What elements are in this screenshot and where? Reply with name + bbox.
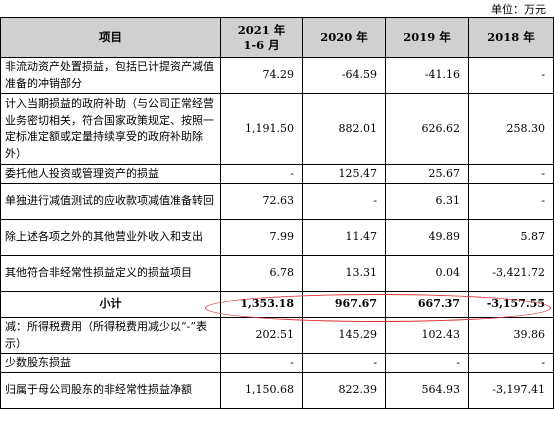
cell-value: 11.47 <box>302 219 386 256</box>
table-row: 除上述各项之外的其他营业外收入和支出 7.99 11.47 49.89 5.87 <box>0 219 554 256</box>
row-label: 归属于母公司股东的非经常性损益净额 <box>0 372 221 409</box>
cell-value: -3,197.41 <box>468 372 554 409</box>
subtotal-row: 小计 1,353.18 967.67 667.37 -3,157.55 <box>0 291 554 318</box>
cell-value: - <box>468 164 554 184</box>
cell-value: 74.29 <box>220 57 303 94</box>
cell-value: 6.31 <box>385 183 469 220</box>
header-2021h1: 2021 年 1-6 月 <box>220 17 303 58</box>
row-label: 计入当期损益的政府补助（与公司正常经营业务密切相关，符合国家政策规定、按照一定标… <box>0 93 221 165</box>
non-recurring-gains-table: 项目 2021 年 1-6 月 2020 年 2019 年 2018 年 非流动… <box>0 17 554 409</box>
table-row: 少数股东损益 - - - - <box>0 353 554 373</box>
cell-value: - <box>220 164 303 184</box>
table-row: 计入当期损益的政府补助（与公司正常经营业务密切相关，符合国家政策规定、按照一定标… <box>0 93 554 165</box>
table-row: 归属于母公司股东的非经常性损益净额 1,150.68 822.39 564.93… <box>0 372 554 409</box>
row-label: 减：所得税费用（所得税费用减少以“-”表示） <box>0 317 221 354</box>
cell-value: -3,421.72 <box>468 255 554 292</box>
cell-value: 564.93 <box>385 372 469 409</box>
header-2020: 2020 年 <box>302 17 386 58</box>
row-label: 非流动资产处置损益，包括已计提资产减值准备的冲销部分 <box>0 57 221 94</box>
cell-value: 202.51 <box>220 317 303 354</box>
subtotal-label: 小计 <box>0 291 221 318</box>
subtotal-value: 667.37 <box>385 291 469 318</box>
cell-value: 13.31 <box>302 255 386 292</box>
table-row: 非流动资产处置损益，包括已计提资产减值准备的冲销部分 74.29 -64.59 … <box>0 57 554 94</box>
table-row: 单独进行减值测试的应收款项减值准备转回 72.63 - 6.31 - <box>0 183 554 220</box>
table-header-row: 项目 2021 年 1-6 月 2020 年 2019 年 2018 年 <box>0 17 554 58</box>
subtotal-value: 967.67 <box>302 291 386 318</box>
table-row: 减：所得税费用（所得税费用减少以“-”表示） 202.51 145.29 102… <box>0 317 554 354</box>
cell-value: 5.87 <box>468 219 554 256</box>
header-2018: 2018 年 <box>468 17 554 58</box>
cell-value: - <box>302 353 386 373</box>
cell-value: 258.30 <box>468 93 554 165</box>
cell-value: 125.47 <box>302 164 386 184</box>
row-label: 其他符合非经常性损益定义的损益项目 <box>0 255 221 292</box>
cell-value: - <box>468 57 554 94</box>
subtotal-value: -3,157.55 <box>468 291 554 318</box>
header-2019: 2019 年 <box>385 17 469 58</box>
cell-value: 6.78 <box>220 255 303 292</box>
row-label: 除上述各项之外的其他营业外收入和支出 <box>0 219 221 256</box>
header-item: 项目 <box>0 17 221 58</box>
header-2021h1-text: 2021 年 1-6 月 <box>237 22 286 52</box>
cell-value: - <box>220 353 303 373</box>
cell-value: - <box>302 183 386 220</box>
cell-value: 102.43 <box>385 317 469 354</box>
cell-value: -41.16 <box>385 57 469 94</box>
cell-value: 1,191.50 <box>220 93 303 165</box>
cell-value: 72.63 <box>220 183 303 220</box>
cell-value: 25.67 <box>385 164 469 184</box>
cell-value: 39.86 <box>468 317 554 354</box>
cell-value: 1,150.68 <box>220 372 303 409</box>
cell-value: 822.39 <box>302 372 386 409</box>
cell-value: 145.29 <box>302 317 386 354</box>
cell-value: - <box>385 353 469 373</box>
table-row: 委托他人投资或管理资产的损益 - 125.47 25.67 - <box>0 164 554 184</box>
cell-value: 0.04 <box>385 255 469 292</box>
cell-value: - <box>468 353 554 373</box>
cell-value: 7.99 <box>220 219 303 256</box>
table-row: 其他符合非经常性损益定义的损益项目 6.78 13.31 0.04 -3,421… <box>0 255 554 292</box>
cell-value: 882.01 <box>302 93 386 165</box>
row-label: 少数股东损益 <box>0 353 221 373</box>
cell-value: 49.89 <box>385 219 469 256</box>
unit-label: 单位：万元 <box>491 3 546 16</box>
subtotal-value: 1,353.18 <box>220 291 303 318</box>
row-label: 委托他人投资或管理资产的损益 <box>0 164 221 184</box>
row-label: 单独进行减值测试的应收款项减值准备转回 <box>0 183 221 220</box>
cell-value: -64.59 <box>302 57 386 94</box>
cell-value: - <box>468 183 554 220</box>
cell-value: 626.62 <box>385 93 469 165</box>
